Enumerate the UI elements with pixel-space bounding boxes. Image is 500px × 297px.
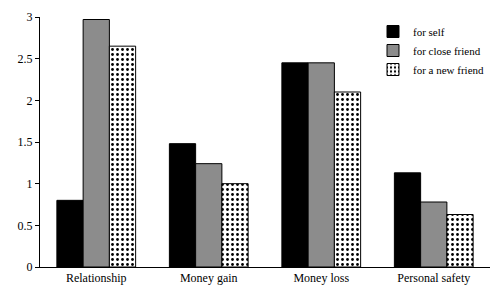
svg-text:Relationship: Relationship bbox=[66, 271, 127, 285]
svg-text:Personal safety: Personal safety bbox=[397, 271, 470, 285]
svg-text:Money gain: Money gain bbox=[180, 271, 238, 285]
svg-text:Money loss: Money loss bbox=[293, 271, 349, 285]
svg-text:0: 0 bbox=[27, 260, 33, 274]
svg-text:1.5: 1.5 bbox=[18, 135, 33, 149]
svg-text:1: 1 bbox=[27, 177, 33, 191]
svg-text:0.5: 0.5 bbox=[18, 219, 33, 233]
svg-text:for a new friend: for a new friend bbox=[413, 64, 484, 76]
svg-text:for self: for self bbox=[413, 26, 445, 38]
svg-text:for close friend: for close friend bbox=[413, 45, 481, 57]
svg-text:2.5: 2.5 bbox=[18, 52, 33, 66]
svg-text:3: 3 bbox=[27, 10, 33, 24]
svg-text:2: 2 bbox=[27, 94, 33, 108]
